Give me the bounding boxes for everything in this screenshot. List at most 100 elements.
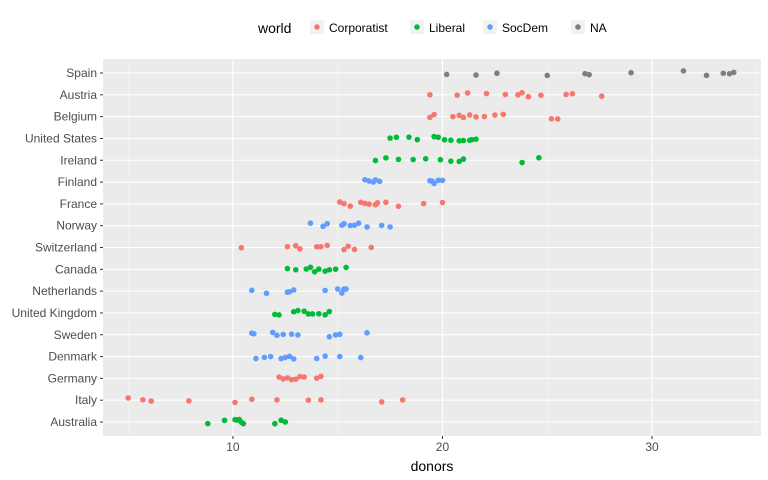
point-corporatist-italy (186, 398, 192, 404)
point-liberal-ireland (437, 156, 444, 163)
y-tick-label-netherlands: Netherlands (32, 284, 97, 298)
point-liberal-united-kingdom (316, 310, 322, 317)
point-socdem-norway (341, 220, 347, 227)
point-socdem-denmark (286, 353, 293, 360)
point-liberal-canada (326, 266, 333, 273)
point-corporatist-austria (515, 92, 521, 98)
point-corporatist-italy (125, 395, 131, 401)
point-na-spain (494, 70, 500, 77)
point-corporatist-belgium (500, 111, 507, 118)
point-corporatist-germany (313, 375, 320, 381)
point-socdem-denmark (267, 353, 274, 360)
point-corporatist-germany (284, 375, 291, 381)
legend: world Corporatist Liberal SocDem NA (257, 20, 607, 36)
point-corporatist-france (362, 200, 368, 207)
point-liberal-canada (292, 266, 299, 273)
point-liberal-ireland (460, 156, 467, 162)
point-liberal-united-states (414, 136, 421, 143)
y-tick-label-sweden: Sweden (54, 328, 97, 342)
point-na-spain (544, 72, 551, 79)
point-corporatist-france (374, 199, 381, 206)
legend-label-socdem: SocDem (502, 21, 548, 35)
point-corporatist-austria (538, 92, 544, 99)
point-liberal-united-states (473, 136, 479, 142)
point-socdem-sweden (364, 330, 370, 336)
point-corporatist-italy (399, 397, 406, 403)
point-liberal-united-states (441, 136, 448, 143)
point-corporatist-belgium (473, 114, 479, 120)
point-socdem-norway (378, 222, 385, 229)
point-socdem-sweden (269, 329, 276, 336)
point-liberal-united-states (387, 135, 393, 141)
point-liberal-united-kingdom (326, 308, 333, 315)
point-corporatist-belgium (456, 112, 463, 119)
point-socdem-denmark (282, 354, 289, 361)
point-liberal-united-states (431, 133, 437, 140)
point-liberal-united-kingdom (272, 311, 278, 318)
point-socdem-finland (431, 180, 437, 187)
point-liberal-canada (311, 268, 318, 275)
point-liberal-united-kingdom (301, 308, 307, 315)
point-corporatist-belgium (554, 116, 561, 122)
point-liberal-ireland (536, 154, 542, 161)
point-liberal-australia (282, 419, 289, 425)
legend-title: world (257, 20, 291, 36)
point-na-spain (680, 68, 687, 74)
point-socdem-netherlands (343, 286, 349, 292)
point-liberal-australia (221, 417, 228, 424)
point-socdem-netherlands (263, 290, 270, 297)
y-tick-label-ireland: Ireland (60, 153, 97, 167)
y-tick-label-denmark: Denmark (48, 350, 98, 364)
point-liberal-united-states (460, 137, 467, 144)
legend-label-corporatist: Corporatist (329, 21, 388, 35)
point-liberal-canada (316, 266, 322, 272)
point-socdem-denmark (290, 356, 297, 362)
point-corporatist-france (395, 203, 402, 210)
point-corporatist-switzerland (238, 244, 245, 251)
point-liberal-ireland (422, 156, 429, 162)
legend-label-liberal: Liberal (429, 21, 465, 35)
point-corporatist-italy (318, 397, 324, 403)
point-socdem-norway (324, 220, 331, 227)
point-socdem-sweden (280, 331, 287, 338)
point-corporatist-austria (502, 91, 509, 98)
point-liberal-australia (278, 417, 284, 424)
legend-marker-liberal (414, 24, 420, 30)
point-socdem-sweden (332, 332, 339, 338)
point-socdem-netherlands (322, 287, 328, 294)
point-socdem-denmark (336, 353, 343, 360)
point-na-spain (703, 72, 710, 79)
y-tick-label-italy: Italy (75, 393, 97, 407)
point-corporatist-france (366, 201, 372, 207)
point-corporatist-italy (232, 399, 238, 406)
y-tick-label-france: France (60, 197, 98, 211)
point-corporatist-belgium (481, 113, 488, 120)
point-corporatist-germany (297, 373, 303, 380)
y-tick-label-austria: Austria (60, 88, 98, 102)
x-axis: 10 20 30 (226, 436, 659, 454)
point-corporatist-switzerland (292, 242, 299, 249)
point-corporatist-france (347, 203, 354, 209)
point-socdem-netherlands (290, 287, 297, 293)
y-tick-label-germany: Germany (48, 371, 97, 385)
x-axis-title: donors (411, 458, 454, 474)
point-na-spain (582, 70, 588, 77)
point-corporatist-switzerland (318, 243, 324, 250)
point-corporatist-austria (598, 93, 605, 100)
point-socdem-norway (351, 222, 358, 229)
point-corporatist-belgium (466, 112, 473, 118)
point-corporatist-italy (148, 398, 154, 404)
y-tick-label-canada: Canada (55, 262, 97, 276)
point-socdem-denmark (357, 354, 364, 361)
point-corporatist-austria (519, 89, 525, 96)
point-corporatist-italy (140, 396, 146, 403)
y-tick-label-united-kingdom: United Kingdom (12, 306, 97, 320)
point-socdem-denmark (278, 355, 284, 362)
point-corporatist-germany (288, 376, 295, 383)
point-socdem-norway (307, 220, 314, 226)
point-socdem-netherlands (286, 289, 293, 295)
point-socdem-sweden (274, 332, 280, 339)
point-liberal-canada (343, 264, 349, 271)
data-points (125, 68, 737, 427)
